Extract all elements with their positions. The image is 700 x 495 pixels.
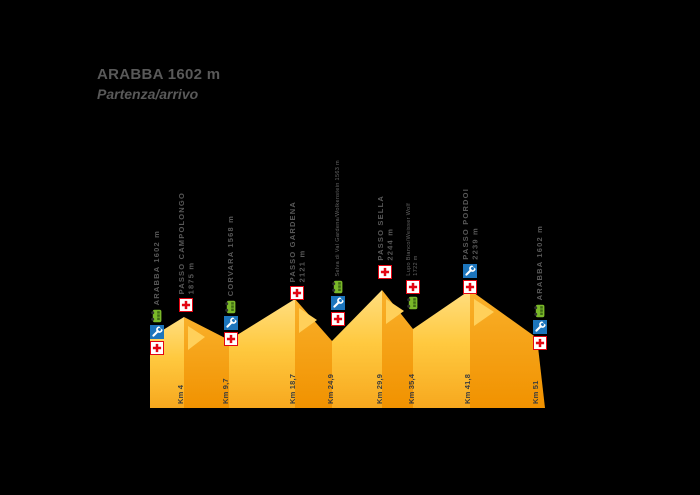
first-aid-icon	[463, 280, 477, 294]
station-passo-campolongo: PASSO CAMPOLONGO 1875 m	[171, 192, 201, 312]
station-label: PASSO GARDENA 2121 m	[288, 201, 307, 282]
first-aid-icon	[378, 265, 392, 279]
km-marker: Km 9,7	[221, 378, 230, 404]
station-label: CORVARA 1568 m	[226, 215, 235, 296]
first-aid-icon	[224, 332, 238, 346]
ridge-echo-pordoi	[474, 299, 494, 326]
station-label: PASSO PORDOI 2239 m	[461, 188, 480, 260]
station-elevation: 1722 m	[413, 255, 419, 276]
km-marker: Km 4	[176, 384, 185, 404]
first-aid-icon	[290, 286, 304, 300]
station-name: PASSO GARDENA	[287, 200, 297, 282]
service-icons	[150, 309, 164, 355]
km-marker: Km 51	[531, 380, 540, 404]
service-icons	[463, 264, 477, 294]
shuttle-bus-icon	[331, 280, 345, 294]
climb-campolongo	[150, 317, 184, 408]
station-elevation: 2121 m	[297, 249, 306, 282]
service-icons	[179, 298, 193, 312]
service-icons	[378, 265, 392, 279]
station-corvara: CORVARA 1568 m	[216, 215, 246, 346]
station-name: ARABBA 1602 m	[535, 224, 545, 300]
station-arabba-end: ARABBA 1602 m	[525, 225, 555, 350]
km-marker: Km 35,4	[407, 373, 416, 404]
station-name: ARABBA 1602 m	[152, 229, 162, 305]
first-aid-icon	[331, 312, 345, 326]
shuttle-bus-icon	[406, 296, 420, 310]
service-icons	[290, 286, 304, 300]
climb-sella	[332, 290, 382, 408]
ridge-echo-sella	[386, 299, 404, 324]
station-selva: Selva di Val Gardena/Wolkenstein 1563 m	[323, 160, 353, 326]
station-elevation: 1875 m	[186, 261, 195, 294]
start-finish-subtitle: Partenza/arrivo	[97, 86, 199, 102]
station-elevation: 2239 m	[470, 227, 479, 260]
km-marker: Km 18,7	[288, 373, 297, 404]
service-icons	[224, 300, 238, 346]
ridge-echo-gardena	[299, 308, 317, 333]
service-icons	[406, 280, 420, 310]
km-marker: Km 29,9	[375, 373, 384, 404]
station-label: ARABBA 1602 m	[535, 225, 544, 300]
km-marker: Km 24,9	[326, 373, 335, 404]
km-marker: Km 41,8	[463, 373, 472, 404]
station-name: PASSO CAMPOLONGO	[176, 191, 186, 294]
shuttle-bus-icon	[224, 300, 238, 314]
bike-repair-icon	[533, 320, 547, 334]
station-label: PASSO SELLA 2244 m	[376, 195, 395, 261]
station-label: Selva di Val Gardena/Wolkenstein 1563 m	[335, 160, 342, 276]
station-passo-gardena: PASSO GARDENA 2121 m	[282, 201, 312, 300]
service-icons	[533, 304, 547, 350]
station-name: Selva di Val Gardena/Wolkenstein 1563 m	[334, 159, 341, 276]
bike-repair-icon	[463, 264, 477, 278]
station-passo-sella: PASSO SELLA 2244 m	[370, 195, 400, 279]
ridge-echo-campolongo	[188, 326, 205, 350]
bike-repair-icon	[224, 316, 238, 330]
first-aid-icon	[179, 298, 193, 312]
station-label: PASSO CAMPOLONGO 1875 m	[177, 192, 196, 294]
profile-title: ARABBA 1602 m Partenza/arrivo	[97, 66, 220, 102]
station-name: PASSO PORDOI	[460, 188, 470, 260]
station-elevation: 2244 m	[385, 228, 394, 261]
bike-repair-icon	[331, 296, 345, 310]
shuttle-bus-icon	[150, 309, 164, 323]
station-name: PASSO SELLA	[375, 195, 385, 261]
station-passo-pordoi: PASSO PORDOI 2239 m	[455, 188, 485, 294]
station-label: Lupo Bianco/Weisser Wolf 1722 m	[406, 203, 420, 276]
first-aid-icon	[406, 280, 420, 294]
station-lupo-bianco: Lupo Bianco/Weisser Wolf 1722 m	[398, 203, 428, 310]
descent-arabba	[470, 290, 545, 408]
shuttle-bus-icon	[533, 304, 547, 318]
climb-pordoi	[413, 290, 470, 408]
station-arabba-start: ARABBA 1602 m	[142, 230, 172, 355]
bike-repair-icon	[150, 325, 164, 339]
first-aid-icon	[150, 341, 164, 355]
station-label: ARABBA 1602 m	[152, 230, 161, 305]
service-icons	[331, 280, 345, 326]
start-finish-name: ARABBA 1602 m	[97, 66, 221, 83]
climb-gardena	[229, 299, 295, 408]
first-aid-icon	[533, 336, 547, 350]
station-name: CORVARA 1568 m	[226, 214, 236, 296]
